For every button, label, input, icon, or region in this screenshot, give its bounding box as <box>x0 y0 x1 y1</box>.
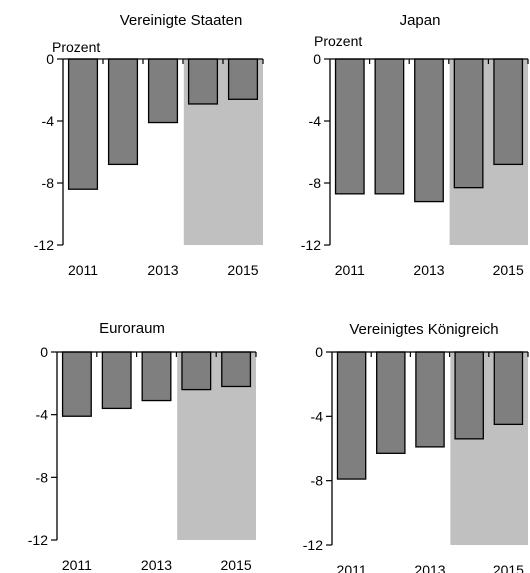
bar-2014 <box>181 351 212 391</box>
bar-2014 <box>187 58 219 105</box>
bar-2011 <box>67 58 99 190</box>
bar-2013 <box>414 58 444 203</box>
y-tick-label: 0 <box>40 344 48 360</box>
y-tick-label: -12 <box>34 237 54 253</box>
chart-title: Vereinigtes Königreich <box>349 321 498 338</box>
y-tick-label: -8 <box>36 469 49 485</box>
x-tick-label: 2015 <box>493 562 524 573</box>
y-tick-label: -8 <box>309 175 322 191</box>
x-tick-label: 2013 <box>414 562 445 573</box>
bar-2011 <box>336 351 367 480</box>
bar-2012 <box>374 58 405 195</box>
y-axis-label: Prozent <box>314 33 362 49</box>
bar-2012 <box>101 351 132 410</box>
y-tick-label: -4 <box>42 113 55 129</box>
chart-panel-3: 0 -4 -8 -12 2011 2013 2015 Euroraum <box>28 320 257 573</box>
chart-panel-1: 0 -4 -8 -12 2011 2013 2015 Vereinigte Staaten Pr… <box>34 12 264 278</box>
chart-title: Vereinigte Staaten <box>120 12 243 29</box>
bar-2012 <box>107 58 139 166</box>
bar-2015 <box>493 58 524 166</box>
chart-title: Euroraum <box>99 320 165 337</box>
bar-2013 <box>141 351 172 402</box>
y-tick-label: 0 <box>315 344 323 360</box>
chart-panel-2: 0 -4 -8 -12 2011 2013 2015 Japan Prozent <box>301 12 529 278</box>
y-tick-label: -8 <box>311 473 324 489</box>
y-tick-label: -12 <box>303 537 323 553</box>
bar-2013 <box>147 58 179 124</box>
x-tick-label: 2015 <box>221 557 252 573</box>
y-tick-label: -4 <box>309 113 322 129</box>
x-tick-label: 2013 <box>141 557 172 573</box>
x-tick-label: 2011 <box>335 262 365 278</box>
y-tick-label: -12 <box>28 532 48 548</box>
chart-title: Japan <box>400 12 441 29</box>
x-tick-label: 2011 <box>62 557 92 573</box>
bar-2012 <box>376 351 406 454</box>
y-tick-label: 0 <box>313 51 321 67</box>
x-tick-label: 2015 <box>227 262 258 278</box>
bar-2015 <box>493 351 524 426</box>
x-tick-label: 2011 <box>337 562 367 573</box>
x-tick-label: 2015 <box>493 262 524 278</box>
bar-2014 <box>454 351 484 440</box>
x-tick-label: 2013 <box>413 262 444 278</box>
y-tick-label: -12 <box>301 237 321 253</box>
y-axis-label: Prozent <box>52 39 100 55</box>
bar-2015 <box>221 351 252 388</box>
bar-2014 <box>453 58 484 189</box>
y-tick-label: -8 <box>42 175 55 191</box>
bar-2015 <box>227 58 259 100</box>
bar-2011 <box>61 351 92 417</box>
y-tick-label: -4 <box>36 407 49 423</box>
chart-panel-4: 0 -4 -8 -12 2011 2013 2015 Vereinigtes Königrei… <box>303 321 529 573</box>
bar-2013 <box>415 351 445 448</box>
bar-2011 <box>334 58 365 195</box>
x-tick-label: 2011 <box>68 262 98 278</box>
y-tick-label: -4 <box>311 408 324 424</box>
y-tick-label: 0 <box>46 51 54 67</box>
x-tick-label: 2013 <box>147 262 178 278</box>
